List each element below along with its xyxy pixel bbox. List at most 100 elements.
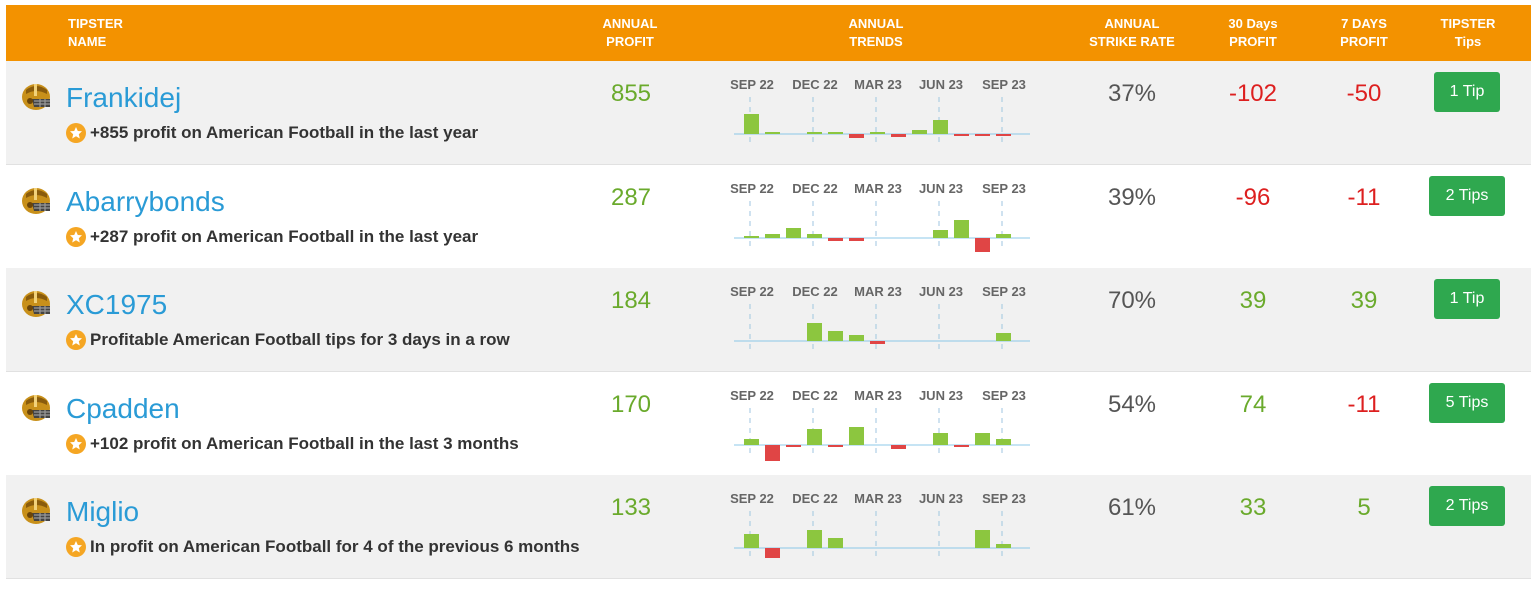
helmet-icon xyxy=(20,288,54,322)
header-30days-line1: 30 Days xyxy=(1228,16,1278,31)
helmet-icon xyxy=(20,81,54,115)
trend-tick-label: DEC 22 xyxy=(792,77,838,92)
annual-profit-value: 133 xyxy=(610,494,652,522)
annual-trend-chart: SEP 22 DEC 22 MAR 23 JUN 23 SEP 23 xyxy=(722,491,1042,571)
trend-tick-label: JUN 23 xyxy=(919,77,963,92)
trend-tick-label: SEP 22 xyxy=(730,284,774,299)
header-7days-line1: 7 DAYS xyxy=(1341,16,1387,31)
trend-bar xyxy=(849,134,864,138)
profit-7-days-value: -11 xyxy=(1347,183,1381,211)
profit-7-days-value: 5 xyxy=(1357,494,1371,522)
header-7days-profit: 7 DAYS PROFIT xyxy=(1314,15,1414,51)
trend-tick-label: SEP 22 xyxy=(730,388,774,403)
profit-30-days-value: -96 xyxy=(1235,183,1271,211)
trend-tick-label: SEP 23 xyxy=(982,491,1026,506)
trend-bar xyxy=(807,530,822,549)
trend-bar xyxy=(891,134,906,137)
profit-7-days-value: 39 xyxy=(1350,287,1378,315)
trend-bar xyxy=(849,426,864,445)
achievement-text: +102 profit on American Football in the … xyxy=(90,433,519,453)
achievement-text: Profitable American Football tips for 3 … xyxy=(90,330,510,350)
achievement-text: +287 profit on American Football in the … xyxy=(90,226,479,246)
trend-bar xyxy=(786,227,801,238)
annual-profit-value: 855 xyxy=(610,80,652,107)
trend-chart-svg: SEP 22 DEC 22 MAR 23 JUN 23 SEP 23 xyxy=(730,77,1030,143)
trend-tick-label: JUN 23 xyxy=(919,284,963,299)
trend-tick-label: SEP 23 xyxy=(982,181,1026,196)
trend-tick-label: SEP 22 xyxy=(730,491,774,506)
strike-rate-value: 70% xyxy=(1107,287,1157,315)
trend-chart-svg: SEP 22 DEC 22 MAR 23 JUN 23 SEP 23 xyxy=(730,491,1030,559)
trend-bar xyxy=(954,444,969,447)
trend-bar xyxy=(975,530,990,549)
tipster-name-link[interactable]: Miglio xyxy=(66,496,140,528)
trend-chart-svg: SEP 22 DEC 22 MAR 23 JUN 23 SEP 23 xyxy=(730,181,1030,252)
trend-tick-label: SEP 22 xyxy=(730,77,774,92)
trend-bar xyxy=(765,548,780,559)
table-header: TIPSTER NAME ANNUAL PROFIT ANNUAL TRENDS… xyxy=(6,5,1531,61)
trend-tick-label: MAR 23 xyxy=(854,491,902,506)
trend-bar xyxy=(996,544,1011,549)
star-icon xyxy=(66,330,86,351)
profit-7-days-value: -50 xyxy=(1346,80,1382,107)
header-annual-profit-line2: PROFIT xyxy=(606,34,654,49)
trend-bar xyxy=(744,534,759,549)
tipster-name-link[interactable]: Abarrybonds xyxy=(66,185,225,217)
trend-bar xyxy=(954,134,969,136)
achievement-text: In profit on American Football for 4 of … xyxy=(90,537,580,557)
trend-tick-label: JUN 23 xyxy=(919,491,963,506)
strike-rate-value: 39% xyxy=(1107,183,1157,211)
header-tipster-name-line1: TIPSTER xyxy=(68,16,123,31)
tips-button[interactable]: 1 Tip xyxy=(1434,72,1500,112)
tipster-name-link[interactable]: Cpadden xyxy=(66,392,180,424)
trend-bar xyxy=(870,132,885,134)
trend-chart-svg: SEP 22 DEC 22 MAR 23 JUN 23 SEP 23 xyxy=(730,284,1030,351)
star-icon xyxy=(66,433,86,454)
trend-bar xyxy=(849,335,864,342)
table-row: XC1975 Profitable American Football tips … xyxy=(6,268,1531,373)
annual-trend-chart: SEP 22 DEC 22 MAR 23 JUN 23 SEP 23 xyxy=(722,181,1042,261)
trend-tick-label: SEP 23 xyxy=(982,284,1026,299)
trend-bar xyxy=(765,132,780,134)
profit-30-days-value: 74 xyxy=(1239,390,1267,418)
trend-bar xyxy=(933,120,948,134)
trend-bar xyxy=(828,538,843,549)
trend-bar xyxy=(975,432,990,445)
table-row: Frankidej +855 profit on American Footbal… xyxy=(6,61,1531,165)
tips-button[interactable]: 1 Tip xyxy=(1434,279,1500,320)
trend-tick-label: MAR 23 xyxy=(854,77,902,92)
profit-30-days-value: -102 xyxy=(1228,80,1278,107)
trend-bar xyxy=(744,438,759,445)
annual-profit-value: 287 xyxy=(610,183,652,211)
tips-button[interactable]: 2 Tips xyxy=(1429,486,1505,527)
trend-tick-label: SEP 23 xyxy=(982,388,1026,403)
trend-bar xyxy=(975,237,990,252)
star-icon xyxy=(66,537,86,558)
header-tips-line2: Tips xyxy=(1454,34,1482,49)
tips-button[interactable]: 5 Tips xyxy=(1429,382,1505,423)
trend-tick-label: DEC 22 xyxy=(792,388,838,403)
table-row: Cpadden +102 profit on American Football … xyxy=(6,371,1531,476)
header-tipster-name-line2: NAME xyxy=(68,34,107,49)
annual-profit-value: 170 xyxy=(610,390,652,418)
header-strike-rate-line2: STRIKE RATE xyxy=(1089,34,1175,49)
header-annual-profit: ANNUAL PROFIT xyxy=(580,15,680,51)
tips-button[interactable]: 2 Tips xyxy=(1429,175,1505,216)
header-30days-profit: 30 Days PROFIT xyxy=(1203,15,1303,51)
profit-30-days-value: 39 xyxy=(1239,287,1267,315)
helmet-icon xyxy=(20,185,54,219)
profit-30-days-value: 33 xyxy=(1239,494,1267,522)
trend-tick-label: JUN 23 xyxy=(919,388,963,403)
tipster-name-link[interactable]: XC1975 xyxy=(66,289,168,321)
trend-bar xyxy=(807,233,822,238)
achievement-text: +855 profit on American Football in the … xyxy=(90,123,479,142)
trend-bar xyxy=(807,323,822,342)
trend-tick-label: SEP 22 xyxy=(730,181,774,196)
helmet-icon xyxy=(20,392,54,426)
trend-tick-label: DEC 22 xyxy=(792,181,838,196)
trend-bar xyxy=(996,333,1011,342)
trend-bar xyxy=(765,233,780,238)
annual-profit-value: 184 xyxy=(610,287,652,315)
tipster-name-link[interactable]: Frankidej xyxy=(66,82,182,113)
trend-bar xyxy=(828,444,843,447)
